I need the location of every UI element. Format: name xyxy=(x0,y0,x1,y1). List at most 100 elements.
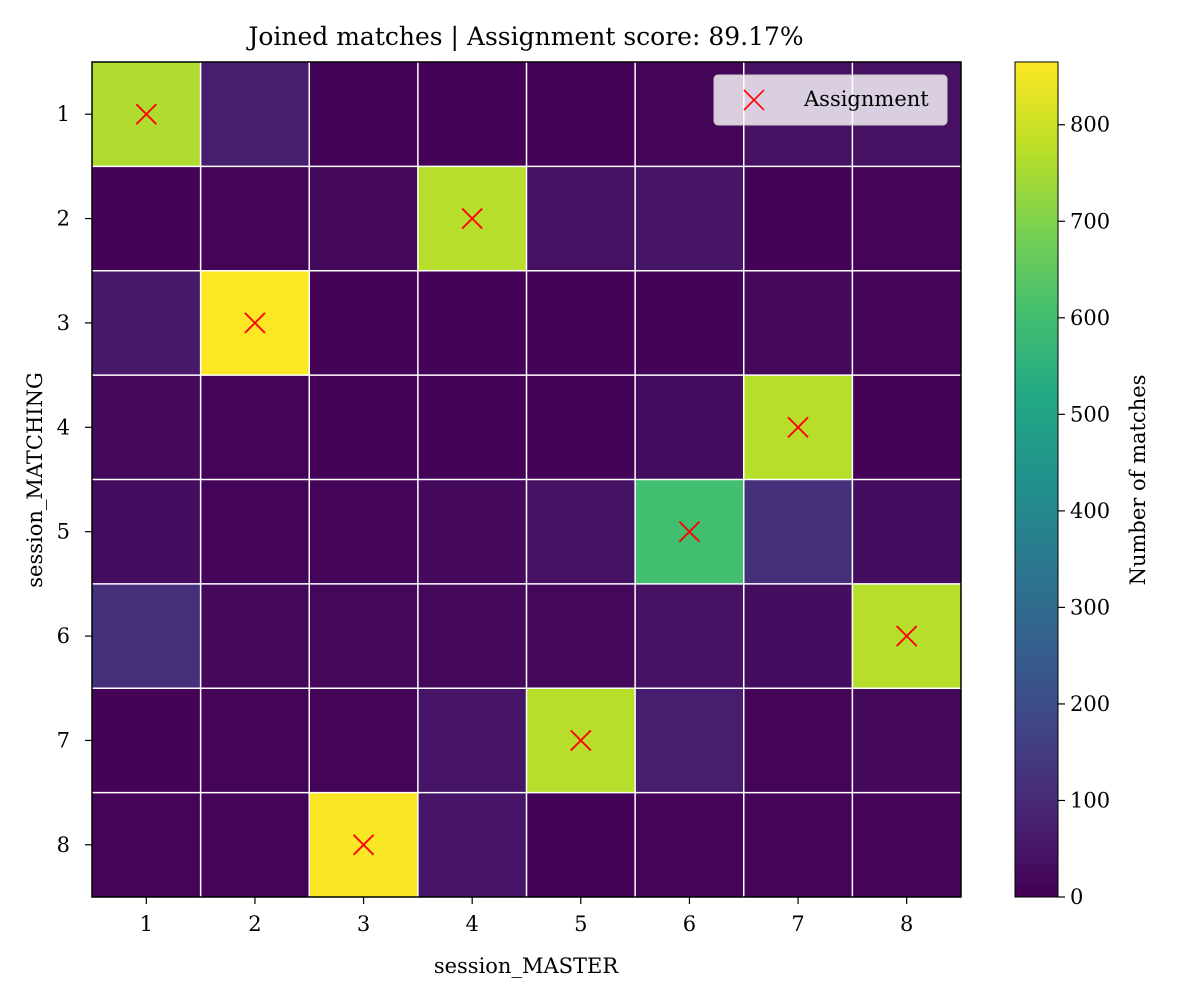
x-tick-label: 7 xyxy=(791,912,804,936)
x-axis-ticks: 1 2 3 4 5 6 7 8 xyxy=(140,897,913,936)
x-tick-label: 3 xyxy=(357,912,370,936)
colorbar-tick-label: 400 xyxy=(1070,499,1110,523)
heatmap-cell xyxy=(852,792,962,898)
y-axis-label: session_MATCHING xyxy=(23,372,47,588)
heatmap-cell xyxy=(526,792,636,898)
heatmap-cell xyxy=(635,688,745,794)
heatmap-cell xyxy=(417,270,527,376)
assignment-marker xyxy=(244,312,266,334)
heatmap-cell xyxy=(743,479,853,585)
heatmap-cell xyxy=(309,583,419,689)
heatmap-cell xyxy=(200,583,310,689)
heatmap-cell xyxy=(526,583,636,689)
assignment-marker xyxy=(461,207,483,230)
heatmap-cell xyxy=(635,583,745,689)
assignment-marker xyxy=(678,521,701,543)
heatmap-cell xyxy=(200,479,310,585)
heatmap-cell xyxy=(743,688,853,794)
heatmap-cell xyxy=(852,270,962,376)
heatmap-cell xyxy=(526,62,636,167)
heatmap-cell xyxy=(417,583,527,689)
heatmap-cell xyxy=(417,792,527,898)
plot-frame xyxy=(91,61,962,898)
assignment-markers xyxy=(135,103,918,856)
y-tick-label: 8 xyxy=(57,833,70,857)
assignment-marker xyxy=(787,416,809,438)
heatmap-cell xyxy=(309,479,419,585)
heatmap-cells xyxy=(92,62,962,898)
colorbar-ticks: 0 100 200 300 400 500 600 700 800 xyxy=(1058,113,1110,909)
heatmap-cell xyxy=(200,166,310,272)
colorbar-tick-label: 0 xyxy=(1070,885,1083,909)
y-tick-label: 2 xyxy=(57,207,70,231)
colorbar-tick-label: 100 xyxy=(1070,788,1110,812)
y-axis-ticks: 1 2 3 4 5 6 7 8 xyxy=(57,102,92,857)
heatmap-cell xyxy=(743,583,853,689)
y-tick-label: 4 xyxy=(57,415,70,439)
legend: Assignment xyxy=(713,74,948,126)
heatmap-cell xyxy=(417,479,527,585)
colorbar xyxy=(1014,61,1059,898)
heatmap-cell xyxy=(309,270,419,376)
x-tick-label: 4 xyxy=(466,912,479,936)
heatmap-cell xyxy=(309,62,419,167)
heatmap-cell xyxy=(852,479,962,585)
heatmap-cell xyxy=(92,792,202,898)
x-tick-label: 6 xyxy=(683,912,696,936)
heatmap-cell xyxy=(852,375,962,480)
chart-title: Joined matches | Assignment score: 89.17… xyxy=(245,22,803,52)
x-tick-label: 1 xyxy=(140,912,153,936)
heatmap-cell xyxy=(852,688,962,794)
y-tick-label: 5 xyxy=(57,520,70,544)
colorbar-tick-label: 500 xyxy=(1070,402,1110,426)
legend-box xyxy=(713,74,948,126)
heatmap-cell xyxy=(743,166,853,272)
heatmap-cell xyxy=(417,688,527,794)
x-axis-label: session_MASTER xyxy=(434,954,620,978)
colorbar-tick-label: 300 xyxy=(1070,595,1110,619)
heatmap-gridlines xyxy=(92,62,961,897)
heatmap-cell xyxy=(635,375,745,480)
heatmap-cell xyxy=(200,792,310,898)
heatmap-cell xyxy=(743,270,853,376)
heatmap-cell xyxy=(309,166,419,272)
colorbar-tick-label: 700 xyxy=(1070,209,1110,233)
heatmap-cell xyxy=(309,375,419,480)
y-tick-label: 3 xyxy=(57,311,70,335)
assignment-marker xyxy=(896,625,918,647)
heatmap-cell xyxy=(526,479,636,585)
heatmap-cell xyxy=(526,166,636,272)
heatmap-cell xyxy=(526,270,636,376)
heatmap-cell xyxy=(635,166,745,272)
legend-x-marker-icon xyxy=(743,89,765,111)
heatmap-cell xyxy=(92,688,202,794)
colorbar-tick-label: 600 xyxy=(1070,306,1110,330)
heatmap-cell xyxy=(743,792,853,898)
legend-label: Assignment xyxy=(803,87,929,111)
heatmap-cell xyxy=(417,375,527,480)
heatmap-cell xyxy=(635,270,745,376)
x-tick-label: 2 xyxy=(248,912,261,936)
heatmap-cell xyxy=(92,166,202,272)
heatmap-cell xyxy=(309,688,419,794)
y-tick-label: 6 xyxy=(57,624,70,648)
x-tick-label: 5 xyxy=(574,912,587,936)
heatmap-cell xyxy=(526,375,636,480)
assignment-marker xyxy=(352,834,375,856)
y-tick-label: 7 xyxy=(57,728,70,752)
colorbar-label: Number of matches xyxy=(1126,375,1150,586)
assignment-marker xyxy=(570,729,592,752)
colorbar-tick-label: 800 xyxy=(1070,113,1110,137)
y-tick-label: 1 xyxy=(57,102,70,126)
heatmap-cell xyxy=(92,375,202,480)
heatmap-cell xyxy=(635,792,745,898)
heatmap-cell xyxy=(200,688,310,794)
heatmap-cell xyxy=(92,479,202,585)
heatmap-cell xyxy=(417,62,527,167)
colorbar-tick-label: 200 xyxy=(1070,692,1110,716)
heatmap-cell xyxy=(92,270,202,376)
heatmap-cell xyxy=(200,62,310,167)
x-tick-label: 8 xyxy=(900,912,913,936)
heatmap-cell xyxy=(200,375,310,480)
